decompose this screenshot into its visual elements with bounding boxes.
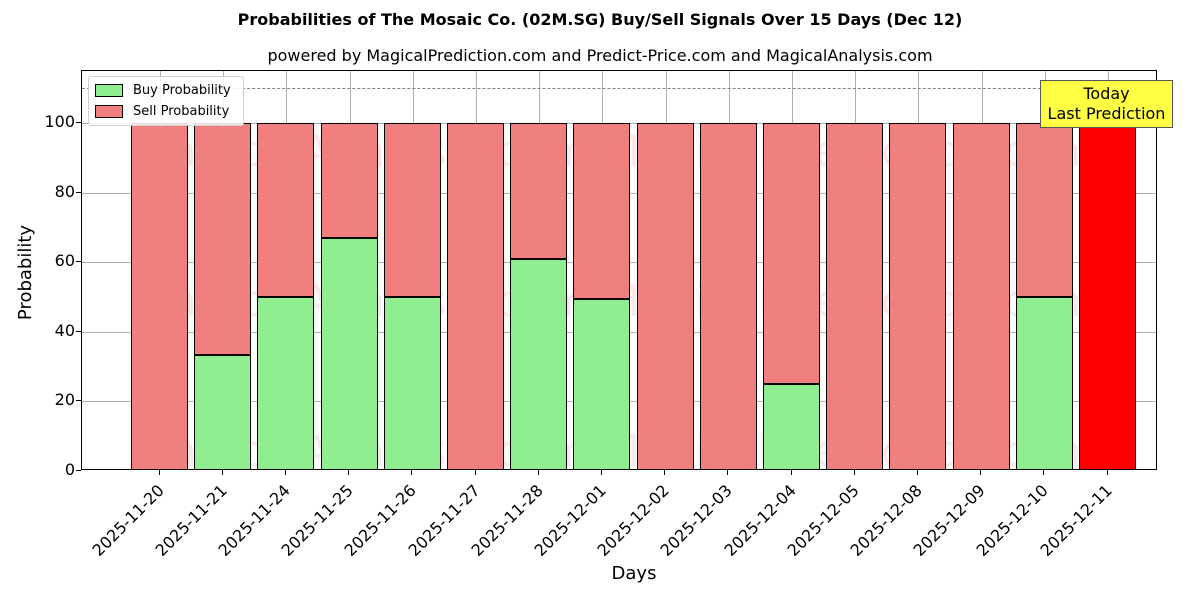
- y-tick-label: 0: [64, 460, 75, 479]
- legend: Buy Probability Sell Probability: [88, 76, 244, 126]
- annotation-line-2: Last Prediction: [1047, 104, 1166, 123]
- y-tick-mark: [76, 122, 81, 124]
- x-tick-mark: [411, 470, 413, 475]
- bar-2025-12-08: [889, 123, 947, 469]
- x-tick-mark: [916, 470, 918, 475]
- reference-line: [82, 88, 1156, 90]
- bar-2025-12-10: [1015, 123, 1073, 469]
- y-tick-mark: [76, 400, 81, 402]
- x-tick-mark: [727, 470, 729, 475]
- buy-segment: [763, 384, 820, 469]
- x-tick-mark: [600, 470, 602, 475]
- chart-title: Probabilities of The Mosaic Co. (02M.SG)…: [237, 10, 963, 29]
- legend-item-sell: Sell Probability: [95, 104, 229, 119]
- plot-area: MagicalAnalysis.comMagicalPrediction.com…: [81, 70, 1157, 470]
- bar-2025-11-27: [447, 123, 504, 469]
- buy-segment: [257, 297, 315, 469]
- today-annotation: Today Last Prediction: [1040, 80, 1173, 128]
- sell-segment: [699, 123, 757, 469]
- sell-segment: [194, 123, 252, 356]
- bar-2025-11-24: [257, 123, 315, 469]
- x-tick-mark: [348, 470, 350, 475]
- y-axis-label: Probability: [15, 224, 37, 321]
- bar-2025-12-04: [763, 123, 820, 469]
- x-tick-mark: [158, 470, 160, 475]
- y-tick-label: 100: [44, 112, 75, 132]
- buy-swatch-icon: [95, 84, 123, 97]
- bar-2025-12-02: [636, 123, 694, 469]
- bar-2025-12-01: [573, 123, 631, 469]
- x-tick-mark: [790, 470, 792, 475]
- sell-segment: [510, 123, 568, 259]
- legend-item-buy: Buy Probability: [95, 83, 231, 98]
- sell-segment: [636, 123, 694, 469]
- x-tick-mark: [853, 470, 855, 475]
- x-tick-mark: [284, 470, 286, 475]
- sell-segment: [952, 123, 1010, 469]
- bar-2025-11-20: [131, 123, 188, 469]
- legend-label-buy: Buy Probability: [133, 83, 231, 98]
- sell-segment: [447, 123, 504, 469]
- bar-2025-12-05: [826, 123, 884, 469]
- x-tick-mark: [1043, 470, 1045, 475]
- buy-segment: [1015, 297, 1073, 469]
- buy-segment: [320, 237, 378, 469]
- sell-segment: [383, 123, 441, 298]
- sell-segment: [320, 123, 378, 238]
- bar-2025-11-28: [510, 123, 568, 469]
- x-tick-mark: [474, 470, 476, 475]
- bar-2025-12-03: [699, 123, 757, 469]
- sell-segment: [826, 123, 884, 469]
- x-tick-mark: [664, 470, 666, 475]
- x-tick-mark: [537, 470, 539, 475]
- y-tick-label: 20: [54, 390, 75, 410]
- bar-2025-12-11: [1079, 123, 1136, 469]
- sell-segment: [1015, 123, 1073, 298]
- x-axis-label: Days: [611, 563, 657, 584]
- sell-segment: [131, 123, 188, 469]
- buy-segment: [573, 298, 631, 469]
- y-tick-label: 60: [54, 251, 75, 271]
- bar-2025-11-21: [194, 123, 252, 469]
- x-tick-mark: [980, 470, 982, 475]
- sell-segment: [889, 123, 947, 469]
- y-tick-label: 80: [54, 181, 75, 201]
- sell-segment: [257, 123, 315, 298]
- y-tick-mark: [76, 470, 81, 471]
- annotation-line-1: Today: [1083, 84, 1130, 103]
- chart-subtitle: powered by MagicalPrediction.com and Pre…: [267, 46, 933, 65]
- x-tick-mark: [1106, 470, 1108, 475]
- sell-segment: [573, 123, 631, 299]
- buy-segment: [383, 297, 441, 469]
- sell-segment: [763, 123, 820, 385]
- y-tick-mark: [76, 191, 81, 193]
- buy-segment: [194, 355, 252, 469]
- bar-2025-11-26: [383, 123, 441, 469]
- sell-segment: [1079, 123, 1136, 469]
- legend-label-sell: Sell Probability: [133, 104, 230, 119]
- y-tick-mark: [76, 261, 81, 263]
- buy-segment: [510, 258, 568, 469]
- bar-2025-11-25: [320, 123, 378, 469]
- x-tick-mark: [221, 470, 223, 475]
- y-tick-label: 40: [54, 320, 75, 340]
- bar-2025-12-09: [952, 123, 1010, 469]
- sell-swatch-icon: [95, 105, 123, 118]
- y-tick-mark: [76, 330, 81, 332]
